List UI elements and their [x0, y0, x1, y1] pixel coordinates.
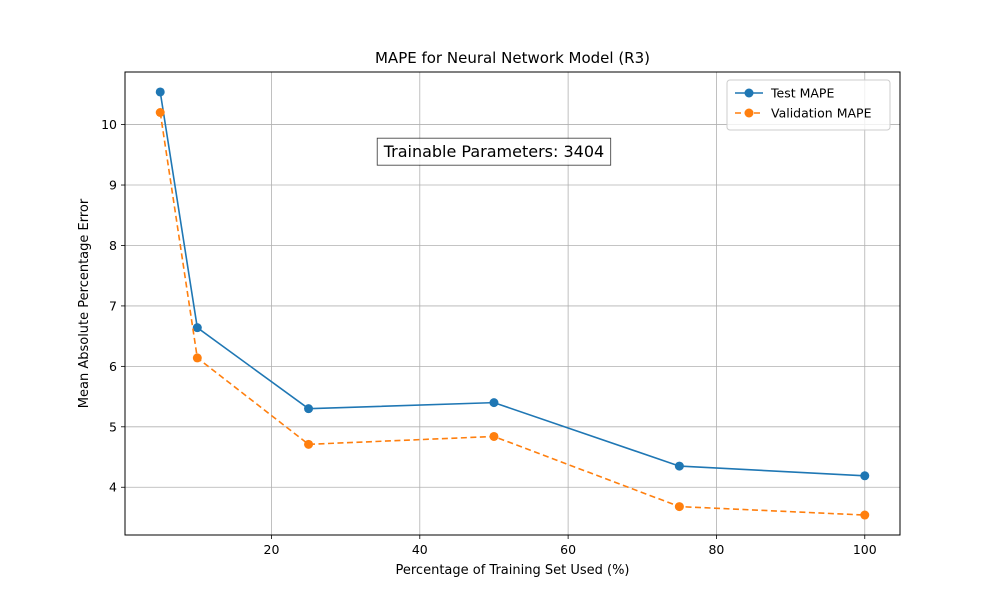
axes: 20 40 60 80 100 4 5 6 7 8 9 10: [101, 117, 877, 557]
data-point-1: [674, 502, 684, 512]
data-point-0: [860, 471, 870, 481]
series-layer: [155, 87, 870, 520]
x-axis-label: Percentage of Training Set Used (%): [396, 563, 630, 578]
y-tick-label: 6: [109, 359, 117, 374]
y-tick-label: 8: [109, 238, 117, 253]
series-line-1: [159, 112, 865, 516]
legend: Test MAPE Validation MAPE: [726, 79, 891, 131]
series-line-0: [159, 91, 865, 477]
data-point-1: [155, 107, 165, 117]
data-point-0: [489, 398, 499, 408]
y-axis-label: Mean Absolute Percentage Error: [77, 198, 92, 408]
x-tick-label: 40: [412, 542, 428, 557]
legend-label-1: Validation MAPE: [771, 106, 872, 121]
data-point-1: [304, 439, 314, 449]
legend-label-0: Test MAPE: [770, 86, 834, 101]
annotation-text: Trainable Parameters: 3404: [383, 142, 605, 161]
x-tick-label: 80: [708, 542, 724, 557]
y-tick-label: 4: [109, 480, 117, 495]
annotation-box: [376, 137, 612, 166]
legend-marker-1: [744, 108, 754, 118]
y-tick-label: 9: [109, 178, 117, 193]
x-tick-label: 20: [264, 542, 280, 557]
data-point-0: [192, 323, 202, 333]
legend-marker-0: [744, 88, 754, 98]
data-point-0: [304, 404, 314, 414]
x-tick-label: 60: [560, 542, 576, 557]
data-point-1: [489, 431, 499, 441]
data-point-1: [860, 510, 870, 520]
chart-title: MAPE for Neural Network Model (R3): [375, 49, 650, 67]
x-tick-label: 100: [853, 542, 877, 557]
legend-box: [726, 79, 891, 131]
annotation: Trainable Parameters: 3404: [376, 137, 612, 166]
y-tick-label: 5: [109, 419, 117, 434]
data-point-0: [674, 461, 684, 471]
data-point-1: [192, 353, 202, 363]
y-tick-label: 10: [101, 117, 117, 132]
data-point-0: [155, 87, 165, 97]
y-tick-label: 7: [109, 298, 117, 313]
plot-frame: [124, 71, 901, 536]
